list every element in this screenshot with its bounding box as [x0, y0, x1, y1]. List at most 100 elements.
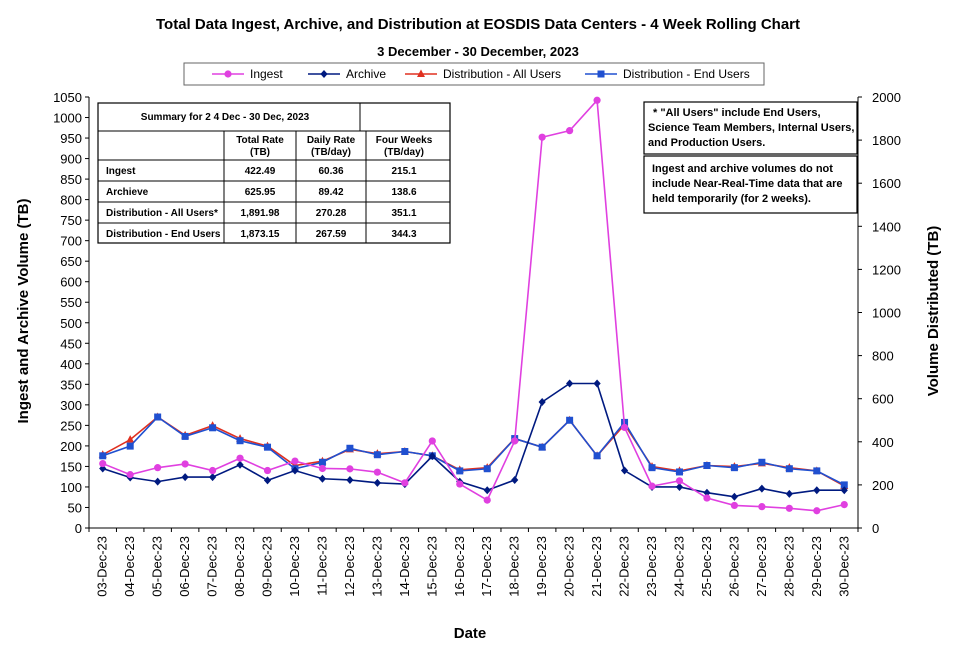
legend-label: Distribution - All Users: [443, 67, 561, 81]
x-tick-label: 28-Dec-23: [781, 536, 796, 597]
x-tick-label: 30-Dec-23: [836, 536, 851, 597]
data-point: [373, 478, 381, 487]
legend-label: Ingest: [250, 67, 283, 81]
summary-row-label: Ingest: [106, 166, 136, 177]
x-tick-label: 26-Dec-23: [726, 536, 741, 597]
x-tick-label: 15-Dec-23: [424, 536, 439, 597]
chart-subtitle: 3 December - 30 December, 2023: [377, 44, 579, 59]
data-point: [675, 477, 684, 485]
summary-cell: 215.1: [391, 166, 416, 177]
y-left-tick-label: 1000: [53, 111, 82, 126]
y-left-tick-label: 850: [60, 172, 82, 187]
y-right-tick-label: 1200: [872, 262, 901, 277]
summary-cell: 60.36: [318, 166, 343, 177]
summary-row-label: Distribution - End Users: [106, 229, 221, 240]
y-right-tick-label: 400: [872, 435, 894, 450]
x-tick-label: 03-Dec-23: [95, 536, 110, 597]
data-point: [840, 481, 848, 489]
data-point: [181, 432, 189, 440]
series-line-ingest: [102, 98, 845, 512]
legend-item-ingest: Ingest: [212, 67, 283, 81]
x-tick-label: 19-Dec-23: [534, 536, 549, 597]
x-tick-label: 11-Dec-23: [314, 536, 329, 596]
data-point: [538, 133, 546, 141]
y-right-tick-label: 1600: [872, 176, 901, 191]
data-point: [181, 473, 189, 482]
data-point: [730, 492, 739, 501]
data-point: [154, 464, 162, 472]
data-point: [675, 468, 683, 476]
summary-header-unit: (TB): [250, 147, 270, 158]
y-left-tick-label: 150: [60, 459, 82, 474]
y-right-tick-label: 600: [872, 392, 894, 407]
summary-cell: 1,873.15: [241, 229, 280, 240]
data-point: [318, 458, 326, 466]
data-point: [593, 379, 601, 388]
x-tick-label: 06-Dec-23: [177, 536, 192, 597]
summary-cell: 351.1: [391, 208, 416, 219]
legend-marker: [224, 70, 232, 78]
data-point: [181, 460, 189, 468]
data-point: [566, 379, 574, 388]
legend-marker: [320, 70, 328, 78]
summary-cell: 422.49: [245, 166, 276, 177]
data-point: [346, 465, 354, 473]
summary-header-unit: (TB/day): [384, 147, 424, 158]
y-right-tick-label: 1800: [872, 133, 901, 148]
data-point: [593, 452, 601, 460]
data-point: [318, 474, 327, 483]
legend-label: Distribution - End Users: [623, 67, 750, 81]
note-nrt-line: include Near-Real-Time data that are: [652, 178, 843, 190]
series-line-archive: [102, 382, 845, 498]
data-point: [511, 475, 519, 484]
y-right-tick-label: 0: [872, 521, 879, 536]
y-left-tick-label: 900: [60, 152, 82, 167]
data-point: [99, 459, 107, 468]
data-point: [785, 504, 793, 512]
y-left-tick-label: 100: [60, 480, 82, 495]
x-tick-label: 14-Dec-23: [397, 536, 412, 597]
legend-item-distribution-end-users: Distribution - End Users: [585, 67, 750, 81]
data-point: [785, 489, 793, 498]
legend-marker: [597, 70, 605, 78]
summary-cell: 270.28: [316, 208, 347, 219]
y-left-tick-label: 300: [60, 398, 82, 413]
data-point: [566, 127, 574, 135]
summary-header-unit: (TB/day): [311, 147, 351, 158]
data-point: [126, 435, 135, 443]
data-point: [99, 452, 107, 460]
data-point: [703, 462, 711, 470]
data-point: [840, 486, 848, 495]
data-point: [126, 442, 134, 450]
data-point: [236, 437, 244, 445]
y-axis-left-label: Ingest and Archive Volume (TB): [15, 198, 32, 423]
y-right-tick-label: 1400: [872, 219, 901, 234]
y-left-tick-label: 500: [60, 316, 82, 331]
summary-row-label: Archieve: [106, 187, 149, 198]
data-point: [620, 423, 629, 432]
data-point: [785, 465, 793, 473]
data-point: [373, 451, 381, 459]
x-tick-label: 24-Dec-23: [671, 536, 686, 597]
summary-cell: 625.95: [245, 187, 276, 198]
summary-cell: 1,891.98: [241, 208, 280, 219]
x-tick-label: 16-Dec-23: [452, 536, 467, 597]
data-point: [428, 437, 436, 445]
y-left-tick-label: 250: [60, 418, 82, 433]
legend-label: Archive: [346, 67, 386, 81]
data-point: [208, 466, 217, 475]
x-tick-label: 20-Dec-23: [562, 536, 577, 597]
data-point: [813, 507, 821, 515]
y-left-tick-label: 600: [60, 275, 82, 290]
y-left-tick-label: 550: [60, 295, 82, 310]
data-point: [648, 464, 656, 472]
data-point: [840, 501, 848, 509]
data-point: [758, 484, 766, 493]
data-point: [620, 466, 629, 475]
summary-row-label: Distribution - All Users*: [106, 208, 218, 219]
data-point: [538, 397, 546, 406]
x-tick-label: 12-Dec-23: [342, 536, 357, 597]
data-point: [511, 437, 519, 445]
summary-header: Four Weeks: [376, 135, 433, 146]
data-point: [291, 466, 299, 475]
